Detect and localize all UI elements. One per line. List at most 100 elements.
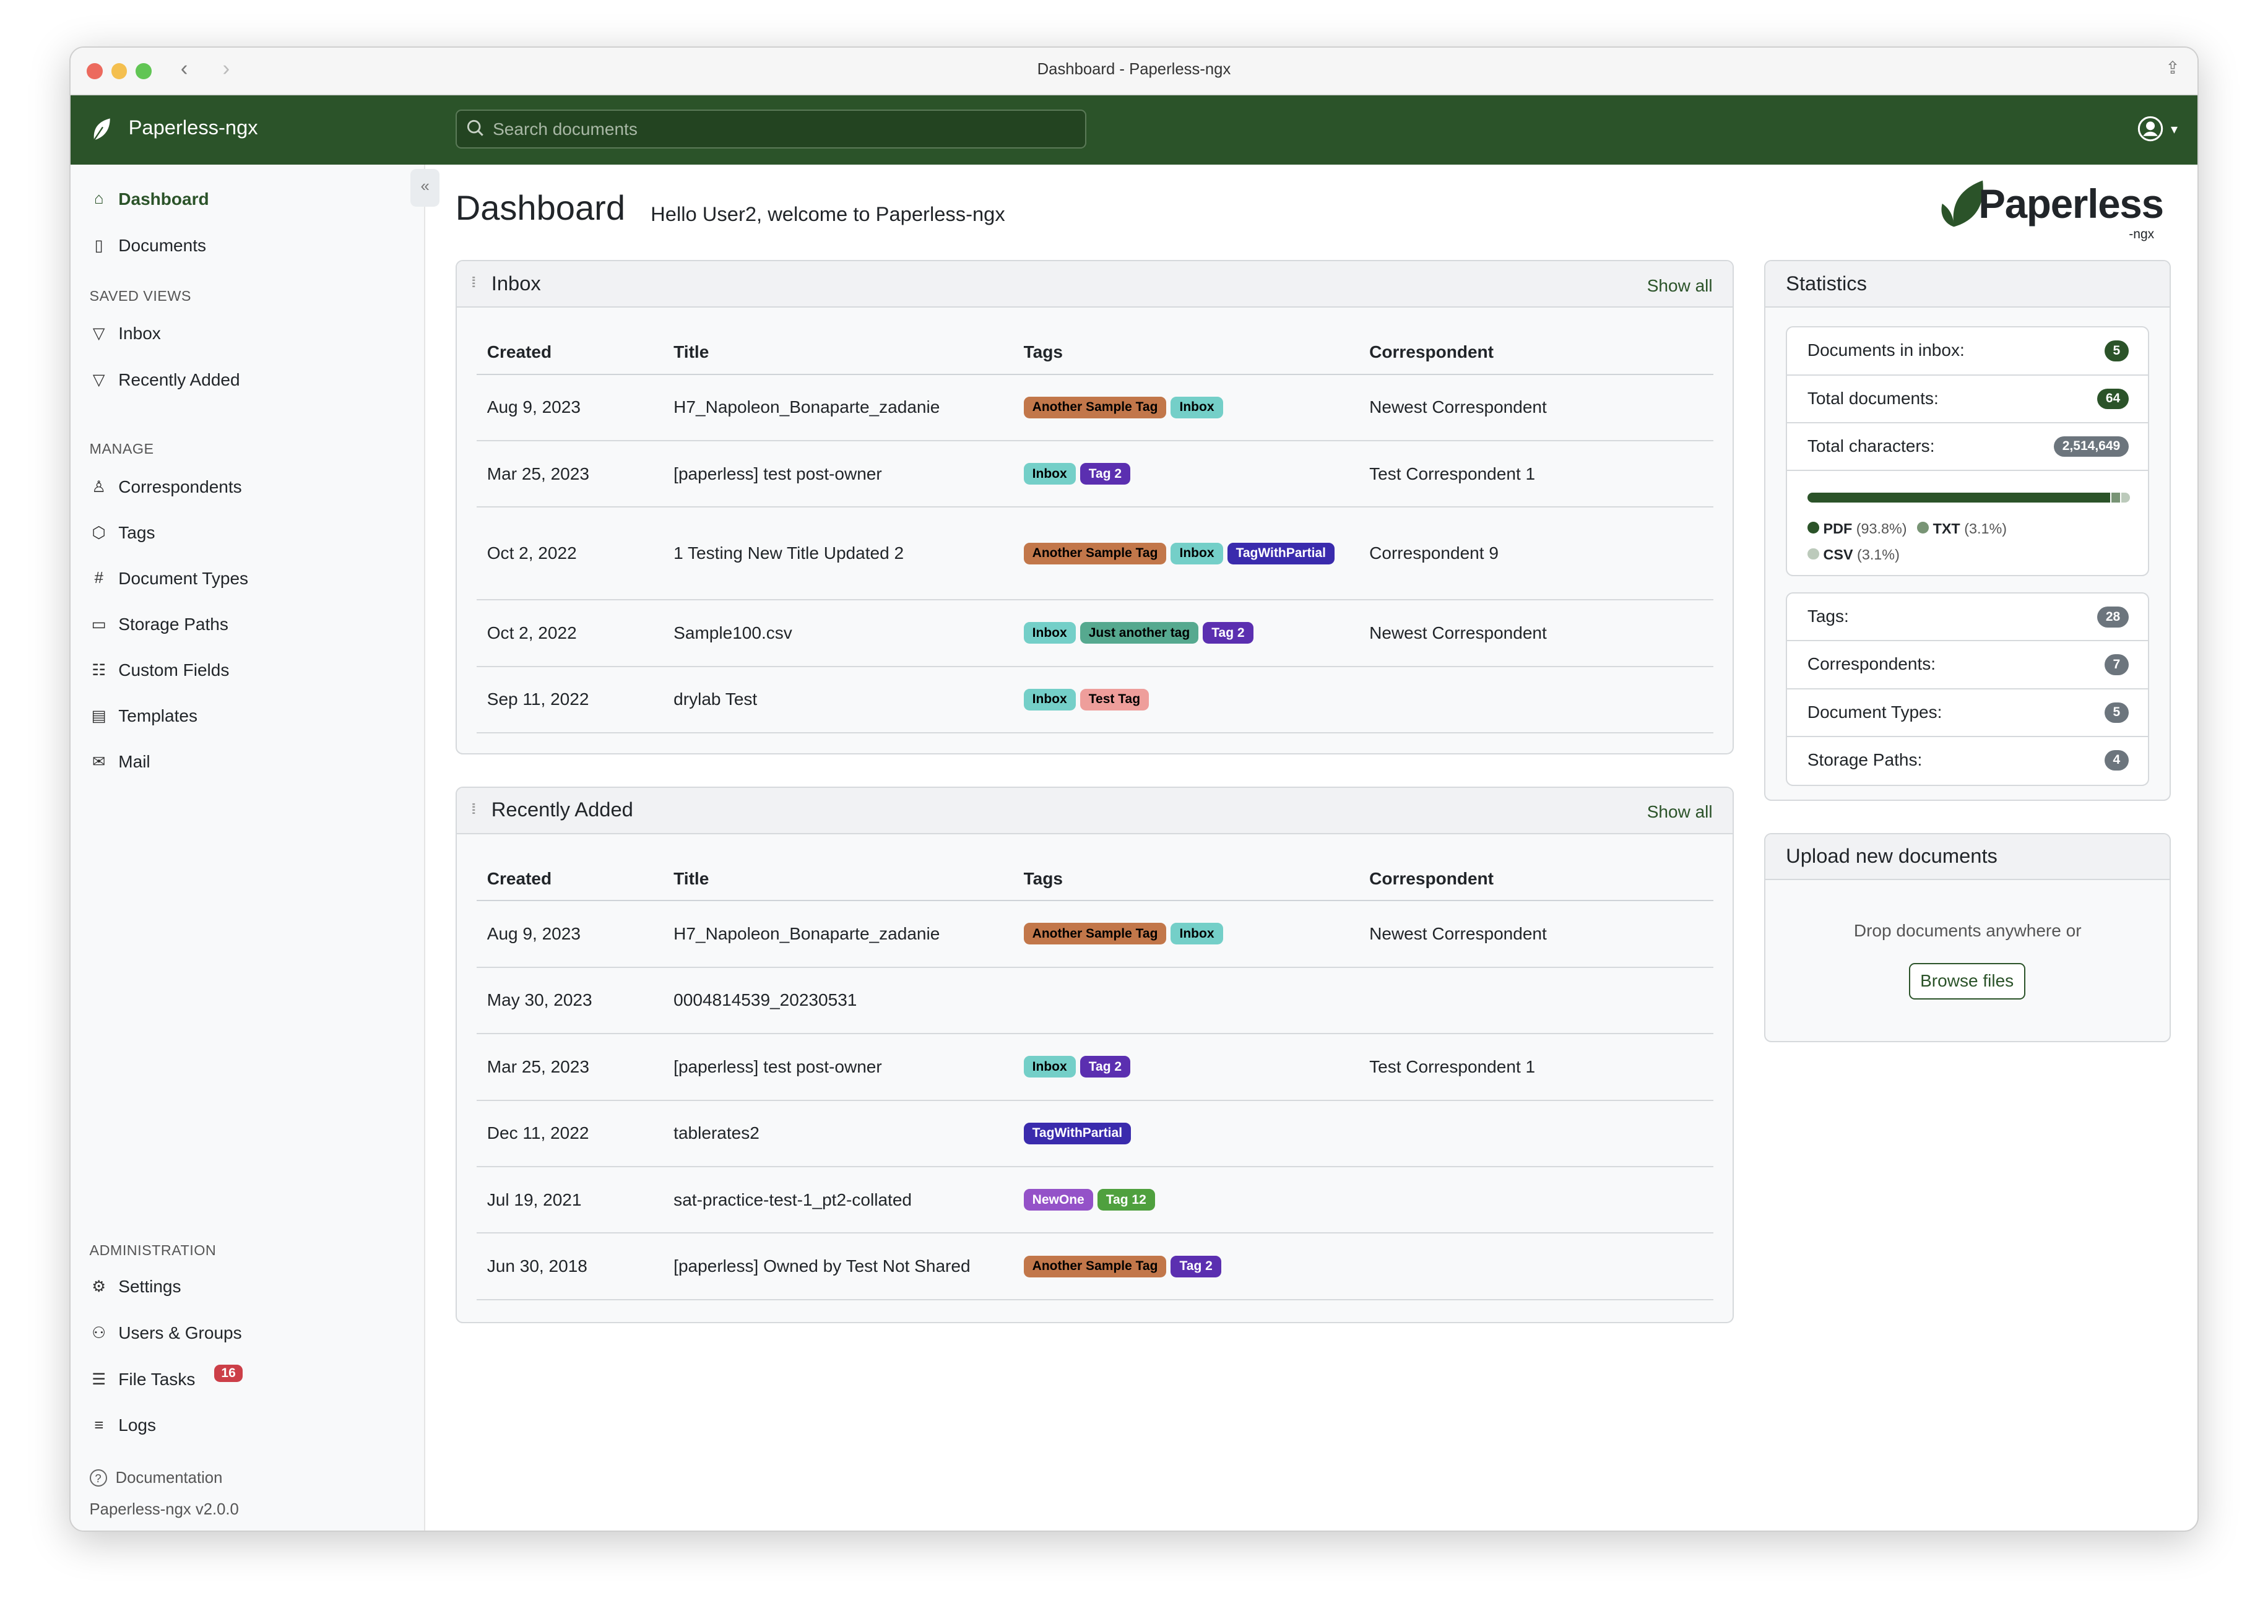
tag-badge[interactable]: Another Sample Tag [1023, 542, 1167, 564]
table-row[interactable]: Jul 19, 2021 sat-practice-test-1_pt2-coll… [477, 1167, 1714, 1234]
table-row[interactable]: Aug 9, 2023 H7_Napoleon_Bonaparte_zadanie… [477, 901, 1714, 968]
legend-percent: (93.8%) [1856, 520, 1907, 537]
cell-title[interactable]: [paperless] test post-owner [663, 1034, 1014, 1101]
show-all-link[interactable]: Show all [1647, 802, 1713, 822]
tag-badge[interactable]: Test Tag [1080, 688, 1149, 710]
stat-row: Correspondents: 7 [1787, 641, 2148, 689]
tag-badge[interactable]: Inbox [1023, 463, 1076, 485]
column-header[interactable]: Tags [1013, 857, 1359, 902]
cell-title[interactable]: H7_Napoleon_Bonaparte_zadanie [663, 901, 1014, 968]
column-header[interactable]: Correspondent [1359, 330, 1714, 375]
sidebar-item-custom-fields[interactable]: ☷ Custom Fields [90, 660, 229, 680]
sidebar-item-mail[interactable]: ✉ Mail [90, 752, 150, 772]
tag-badge[interactable]: Inbox [1023, 1056, 1076, 1078]
inbox-widget: ⁞⁞ Inbox Show all Created Title Tags Correspo… [455, 260, 1734, 755]
envelope-icon: ✉ [92, 753, 106, 771]
sidebar-item-dashboard[interactable]: ⌂ Dashboard [90, 189, 209, 209]
cell-title[interactable]: 0004814539_20230531 [663, 967, 1014, 1035]
tag-badge[interactable]: Inbox [1023, 688, 1076, 710]
cell-title[interactable]: H7_Napoleon_Bonaparte_zadanie [663, 374, 1014, 441]
table-row[interactable]: Sep 11, 2022 drylab Test Inbox Test Tag [477, 666, 1714, 733]
drag-handle-icon[interactable]: ⁞⁞ [471, 274, 475, 291]
tag-badge[interactable]: Inbox [1023, 622, 1076, 644]
tag-badge[interactable]: Inbox [1171, 923, 1223, 945]
stat-label: Storage Paths: [1807, 749, 1923, 769]
tag-badge[interactable]: Just another tag [1080, 622, 1199, 644]
back-icon[interactable]: ‹ [180, 56, 188, 80]
user-menu-button[interactable]: ▼ [2137, 116, 2180, 142]
cell-correspondent: Newest Correspondent [1359, 901, 1714, 968]
sidebar-item-label: Settings [118, 1276, 181, 1296]
sidebar-item-logs[interactable]: ≡ Logs [90, 1415, 156, 1435]
tag-badge[interactable]: TagWithPartial [1023, 1122, 1132, 1144]
table-row[interactable]: Aug 9, 2023 H7_Napoleon_Bonaparte_zadanie… [477, 374, 1714, 441]
table-row[interactable]: May 30, 2023 0004814539_20230531 [477, 967, 1714, 1035]
sidebar-item-templates[interactable]: ▤ Templates [90, 706, 197, 726]
cell-tags: Inbox Just another tag Tag 2 [1013, 600, 1359, 667]
sidebar-section-heading: MANAGE [89, 441, 154, 457]
sidebar-item-file-tasks[interactable]: ☰ File Tasks 16 [90, 1364, 243, 1389]
table-header-row: Created Title Tags Correspondent [477, 330, 1714, 375]
cell-title[interactable]: sat-practice-test-1_pt2-collated [663, 1167, 1014, 1234]
column-header[interactable]: Correspondent [1359, 857, 1714, 902]
table-row[interactable]: Mar 25, 2023 [paperless] test post-owner I… [477, 1034, 1714, 1101]
browse-files-button[interactable]: Browse files [1908, 962, 2025, 1000]
sidebar-item-label: Users & Groups [118, 1323, 242, 1342]
tag-badge[interactable]: Tag 2 [1080, 463, 1131, 485]
legend-dot-icon [1807, 548, 1819, 560]
search-input[interactable]: Search documents [455, 110, 1086, 149]
collapse-sidebar-button[interactable]: « [410, 169, 439, 207]
column-header[interactable]: Tags [1013, 330, 1359, 375]
table-row[interactable]: Jun 30, 2018 [paperless] Owned by Test No… [477, 1233, 1714, 1300]
tag-badge[interactable]: Another Sample Tag [1023, 396, 1167, 418]
sidebar-item-settings[interactable]: ⚙ Settings [90, 1277, 181, 1297]
tag-badge[interactable]: Tag 2 [1080, 1056, 1131, 1078]
tag-badge[interactable]: Inbox [1171, 396, 1223, 418]
tag-badge[interactable]: Another Sample Tag [1023, 1255, 1167, 1277]
stat-label: Correspondents: [1807, 654, 1936, 674]
tag-badge[interactable]: Tag 2 [1171, 1255, 1221, 1277]
sidebar-item-users-groups[interactable]: ⚇ Users & Groups [90, 1323, 242, 1343]
minimize-window-button[interactable] [111, 63, 128, 80]
drag-handle-icon[interactable]: ⁞⁞ [471, 800, 475, 817]
column-header[interactable]: Title [663, 330, 1014, 375]
column-header[interactable]: Created [477, 857, 664, 902]
page-title: Dashboard [455, 188, 626, 228]
share-icon[interactable]: ⇪ [2165, 58, 2180, 78]
cell-title[interactable]: tablerates2 [663, 1100, 1014, 1167]
sidebar-item-recently-added[interactable]: ▽ Recently Added [90, 370, 240, 390]
cell-title[interactable]: [paperless] test post-owner [663, 440, 1014, 508]
cell-title[interactable]: 1 Testing New Title Updated 2 [663, 507, 1014, 601]
column-header[interactable]: Title [663, 857, 1014, 902]
sidebar-item-tags[interactable]: ⬡ Tags [90, 523, 155, 543]
show-all-link[interactable]: Show all [1647, 275, 1713, 295]
cell-title[interactable]: drylab Test [663, 666, 1014, 733]
sidebar-item-document-types[interactable]: # Document Types [90, 569, 249, 589]
brand-name[interactable]: Paperless-ngx [128, 115, 258, 139]
tag-badge[interactable]: TagWithPartial [1227, 542, 1335, 564]
maximize-window-button[interactable] [136, 63, 152, 80]
stat-value-badge: 64 [2097, 388, 2129, 409]
table-row[interactable]: Oct 2, 2022 1 Testing New Title Updated 2… [477, 507, 1714, 601]
tag-badge[interactable]: Tag 2 [1203, 622, 1253, 644]
cell-title[interactable]: Sample100.csv [663, 600, 1014, 667]
table-row[interactable]: Dec 11, 2022 tablerates2 TagWithPartial [477, 1100, 1714, 1167]
sidebar-item-inbox[interactable]: ▽ Inbox [90, 324, 161, 343]
sidebar-item-documents[interactable]: ▯ Documents [90, 236, 206, 256]
sidebar-item-correspondents[interactable]: ♙ Correspondents [90, 477, 242, 497]
documentation-link[interactable]: ? Documentation [89, 1469, 222, 1487]
browser-window: ‹ › Dashboard - Paperless-ngx ⇪ Paperles… [69, 46, 2199, 1532]
table-row[interactable]: Oct 2, 2022 Sample100.csv Inbox Just anothe… [477, 600, 1714, 667]
tag-badge[interactable]: Another Sample Tag [1023, 923, 1167, 945]
column-header[interactable]: Created [477, 330, 664, 375]
tag-badge[interactable]: Tag 12 [1097, 1189, 1155, 1211]
tag-badge[interactable]: Inbox [1171, 542, 1223, 564]
forward-icon[interactable]: › [222, 56, 230, 80]
table-row[interactable]: Mar 25, 2023 [paperless] test post-owner I… [477, 440, 1714, 508]
cell-title[interactable]: [paperless] Owned by Test Not Shared [663, 1233, 1014, 1300]
close-window-button[interactable] [86, 63, 103, 80]
cell-created: Sep 11, 2022 [477, 666, 664, 733]
sidebar-item-storage-paths[interactable]: ▭ Storage Paths [90, 615, 228, 634]
file-type-bar-segment [2110, 492, 2120, 503]
tag-badge[interactable]: NewOne [1023, 1189, 1093, 1211]
